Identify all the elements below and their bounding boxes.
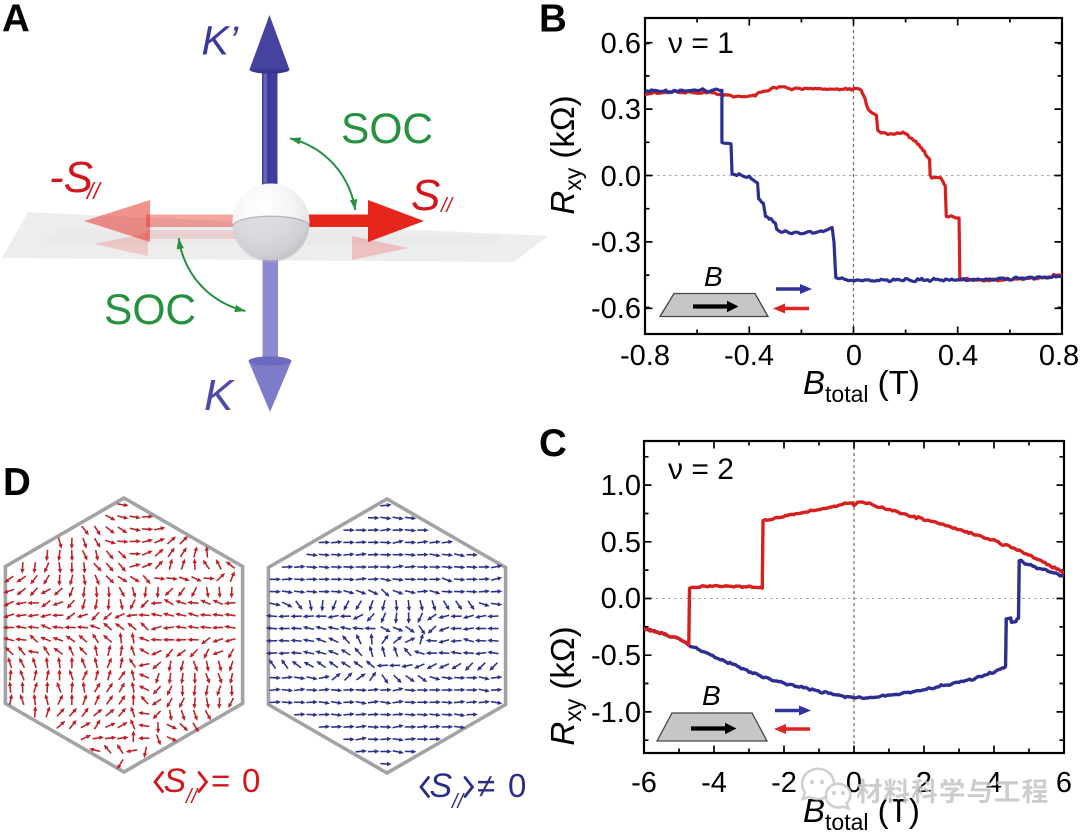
svg-text:-0.4: -0.4	[724, 340, 774, 372]
svg-text:B: B	[702, 680, 721, 711]
svg-text:0.0: 0.0	[601, 583, 641, 615]
svg-text:S: S	[430, 767, 453, 805]
svg-text:K’: K’	[202, 18, 239, 64]
svg-text:-0.5: -0.5	[591, 640, 641, 672]
svg-text://: //	[439, 195, 455, 217]
svg-text:0.4: 0.4	[938, 340, 978, 372]
svg-text:Btotal (T): Btotal (T)	[803, 364, 920, 407]
svg-text:-S: -S	[49, 153, 93, 202]
svg-text:-4: -4	[701, 767, 727, 799]
svg-text:-1.0: -1.0	[591, 697, 641, 729]
svg-text:-2: -2	[771, 767, 797, 799]
svg-text:SOC: SOC	[104, 287, 196, 334]
svg-text:Rxy (kΩ): Rxy (kΩ)	[544, 626, 586, 745]
svg-text:Btotal (T): Btotal (T)	[803, 792, 920, 835]
svg-text:≠: ≠	[477, 767, 495, 804]
svg-text:A: A	[2, 0, 30, 41]
svg-text:0: 0	[846, 340, 862, 372]
svg-text:0.3: 0.3	[601, 94, 641, 126]
svg-text:-6: -6	[631, 767, 657, 799]
svg-text:ν = 1: ν = 1	[668, 27, 734, 60]
svg-text:ν = 2: ν = 2	[668, 453, 734, 486]
svg-text://: //	[450, 791, 466, 813]
svg-text:C: C	[539, 422, 567, 465]
svg-text:Rxy (kΩ): Rxy (kΩ)	[544, 95, 586, 214]
svg-text:6: 6	[1056, 767, 1072, 799]
svg-text:D: D	[3, 461, 31, 504]
svg-text:0.5: 0.5	[601, 527, 641, 559]
svg-text:-0.3: -0.3	[591, 227, 641, 259]
svg-text:K: K	[204, 371, 235, 420]
svg-text://: //	[184, 786, 200, 808]
svg-text:0: 0	[508, 767, 526, 804]
svg-text:0.6: 0.6	[601, 28, 641, 60]
svg-text:1.0: 1.0	[601, 470, 641, 502]
svg-text:B: B	[539, 0, 567, 41]
svg-text:S: S	[411, 171, 440, 220]
svg-text:0.0: 0.0	[601, 161, 641, 193]
svg-text:0: 0	[242, 762, 260, 799]
svg-text:SOC: SOC	[341, 106, 433, 153]
svg-text:S: S	[164, 762, 187, 800]
svg-text:B: B	[704, 261, 723, 292]
svg-text:-0.8: -0.8	[620, 340, 670, 372]
svg-text:0.8: 0.8	[1039, 340, 1079, 372]
svg-text://: //	[85, 178, 102, 204]
svg-text:-0.6: -0.6	[591, 293, 641, 325]
svg-text:=: =	[211, 762, 230, 799]
